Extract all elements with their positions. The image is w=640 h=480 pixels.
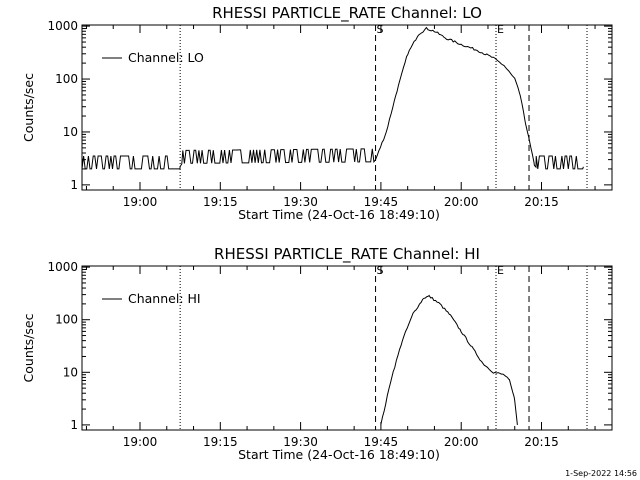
x-tick-label: 19:45	[364, 195, 399, 209]
y-tick-label: 1000	[47, 19, 78, 33]
marker-label: E	[497, 264, 504, 277]
series-line	[81, 26, 584, 170]
chart-title: RHESSI PARTICLE_RATE Channel: LO	[212, 4, 482, 23]
marker-label: E	[497, 23, 504, 36]
y-axis-label: Counts/sec	[21, 313, 36, 382]
y-tick-label: 10	[63, 365, 78, 379]
legend-entry: Channel: LO	[128, 50, 204, 65]
x-tick-label: 19:45	[364, 435, 399, 449]
x-tick-label: 19:00	[123, 195, 158, 209]
plot-frame	[81, 24, 613, 191]
y-axis-label: Counts/sec	[21, 73, 36, 142]
chart-title: RHESSI PARTICLE_RATE Channel: HI	[214, 245, 480, 264]
x-tick-label: 19:30	[283, 195, 318, 209]
x-tick-label: 19:15	[203, 435, 238, 449]
y-tick-label: 1000	[47, 260, 78, 274]
series-line	[380, 294, 518, 425]
marker-label: S	[377, 264, 384, 277]
y-tick-label: 10	[63, 125, 78, 139]
x-axis-label: Start Time (24-Oct-16 18:49:10)	[238, 447, 440, 462]
date-stamp: 1-Sep-2022 14:56	[565, 469, 637, 478]
y-tick-label: 1	[70, 178, 78, 192]
y-tick-label: 100	[55, 72, 78, 86]
legend-entry: Channel: HI	[128, 291, 201, 306]
x-axis-label: Start Time (24-Oct-16 18:49:10)	[238, 207, 440, 222]
x-tick-label: 19:15	[203, 195, 238, 209]
x-tick-label: 20:15	[524, 435, 559, 449]
x-tick-label: 20:00	[444, 195, 479, 209]
plot-frame	[81, 265, 613, 431]
marker-label: S	[377, 23, 384, 36]
y-tick-label: 1	[70, 418, 78, 432]
y-tick-label: 100	[55, 313, 78, 327]
x-tick-label: 20:00	[444, 435, 479, 449]
x-tick-label: 20:15	[524, 195, 559, 209]
x-tick-label: 19:00	[123, 435, 158, 449]
x-tick-label: 19:30	[283, 435, 318, 449]
